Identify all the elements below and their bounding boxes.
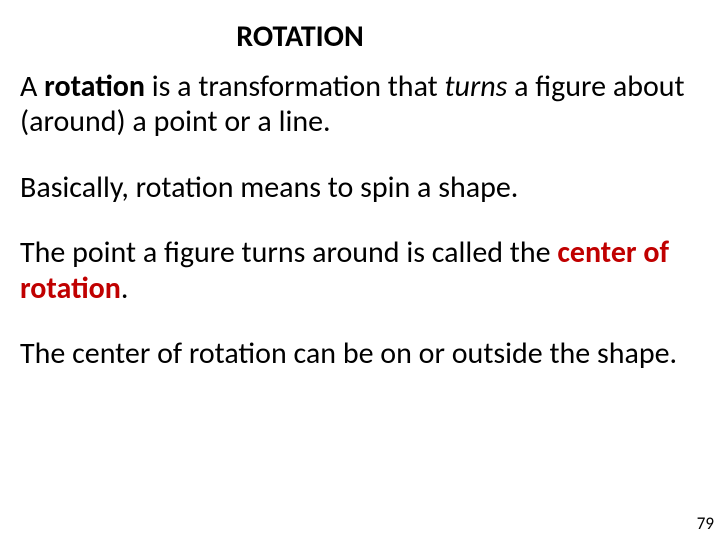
p1-pre: A <box>20 68 44 105</box>
paragraph-3: The point a figure turns around is calle… <box>20 235 700 306</box>
paragraph-2: Basically, rotation means to spin a shap… <box>20 170 700 205</box>
p1-mid: is a transformation that <box>145 68 445 105</box>
paragraph-1: A rotation is a transformation that turn… <box>20 69 700 140</box>
p1-italic-turns: turns <box>445 68 508 105</box>
page-number: 79 <box>697 513 714 534</box>
p3-pre: The point a figure turns around is calle… <box>20 234 557 271</box>
paragraph-4: The center of rotation can be on or outs… <box>20 336 700 371</box>
slide-container: ROTATION A rotation is a transformation … <box>0 0 720 540</box>
p1-term-rotation: rotation <box>44 68 145 105</box>
slide-title: ROTATION <box>100 18 500 55</box>
p3-post: . <box>121 270 129 307</box>
